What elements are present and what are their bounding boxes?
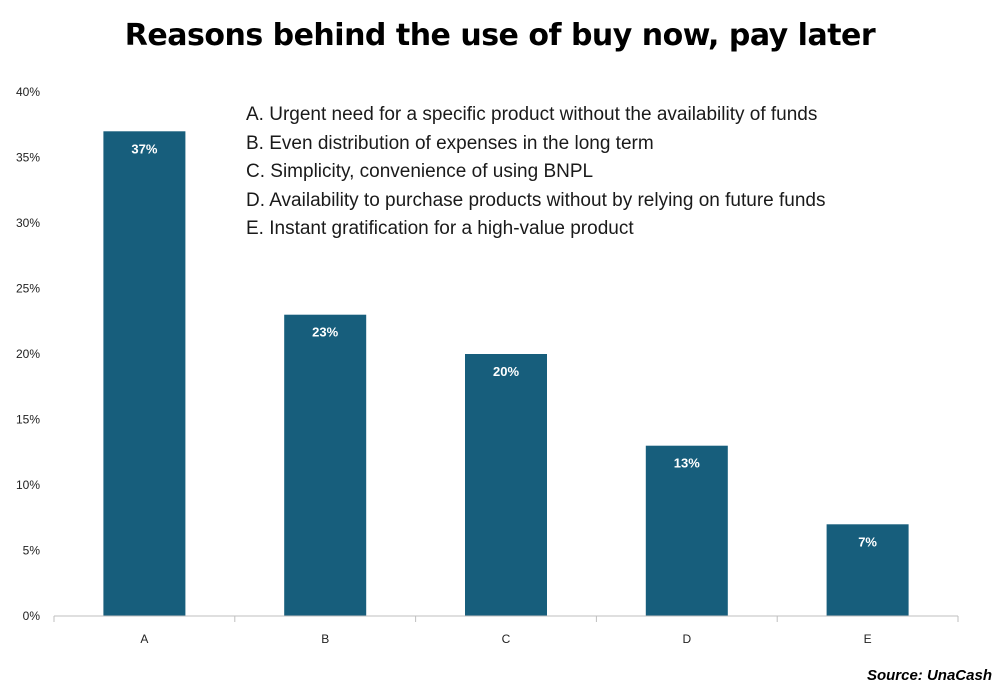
y-tick-label: 15% [16, 413, 40, 427]
bar-c [465, 354, 547, 616]
y-tick-label: 35% [16, 151, 40, 165]
y-tick-label: 30% [16, 216, 40, 230]
bar-b [284, 314, 367, 616]
chart-title: Reasons behind the use of buy now, pay l… [124, 18, 876, 53]
category-legend: A. Urgent need for a specific product wi… [246, 101, 825, 244]
y-tick-label: 25% [16, 282, 40, 296]
y-tick-label: 20% [16, 347, 40, 361]
y-axis: 0% 5% 10% 15% 20% 25% 30% 35% 40% [16, 85, 40, 623]
data-label-a: 37% [131, 141, 157, 156]
source-note: Source: UnaCash [866, 667, 992, 684]
x-tick-label: B [321, 632, 329, 646]
legend-note-d: D. Availability to purchase products wit… [246, 189, 826, 211]
x-tick-label: A [140, 632, 148, 646]
legend-note-b: B. Even distribution of expenses in the … [246, 132, 654, 154]
bar-d [645, 445, 728, 616]
y-tick-label: 0% [23, 609, 41, 623]
bars-group [103, 131, 909, 617]
data-label-c: 20% [493, 364, 519, 379]
legend-note-c: C. Simplicity, convenience of using BNPL [246, 161, 594, 182]
data-label-e: 7% [858, 534, 877, 549]
x-tick-label: E [864, 632, 872, 646]
legend-note-a: A. Urgent need for a specific product wi… [246, 104, 818, 125]
x-axis: A B C D E [53, 615, 959, 646]
y-tick-label: 10% [16, 478, 40, 492]
x-tick-label: C [502, 632, 511, 646]
bar-e [826, 524, 909, 616]
data-labels-group: 37% 23% 20% 13% 7% [131, 141, 877, 549]
bar-a [103, 131, 186, 617]
data-label-b: 23% [312, 325, 338, 340]
y-tick-label: 5% [23, 544, 41, 558]
legend-note-e: E. Instant gratification for a high-valu… [246, 218, 634, 239]
x-tick-label: D [682, 632, 691, 646]
data-label-d: 13% [674, 456, 700, 471]
y-tick-label: 40% [16, 85, 40, 99]
